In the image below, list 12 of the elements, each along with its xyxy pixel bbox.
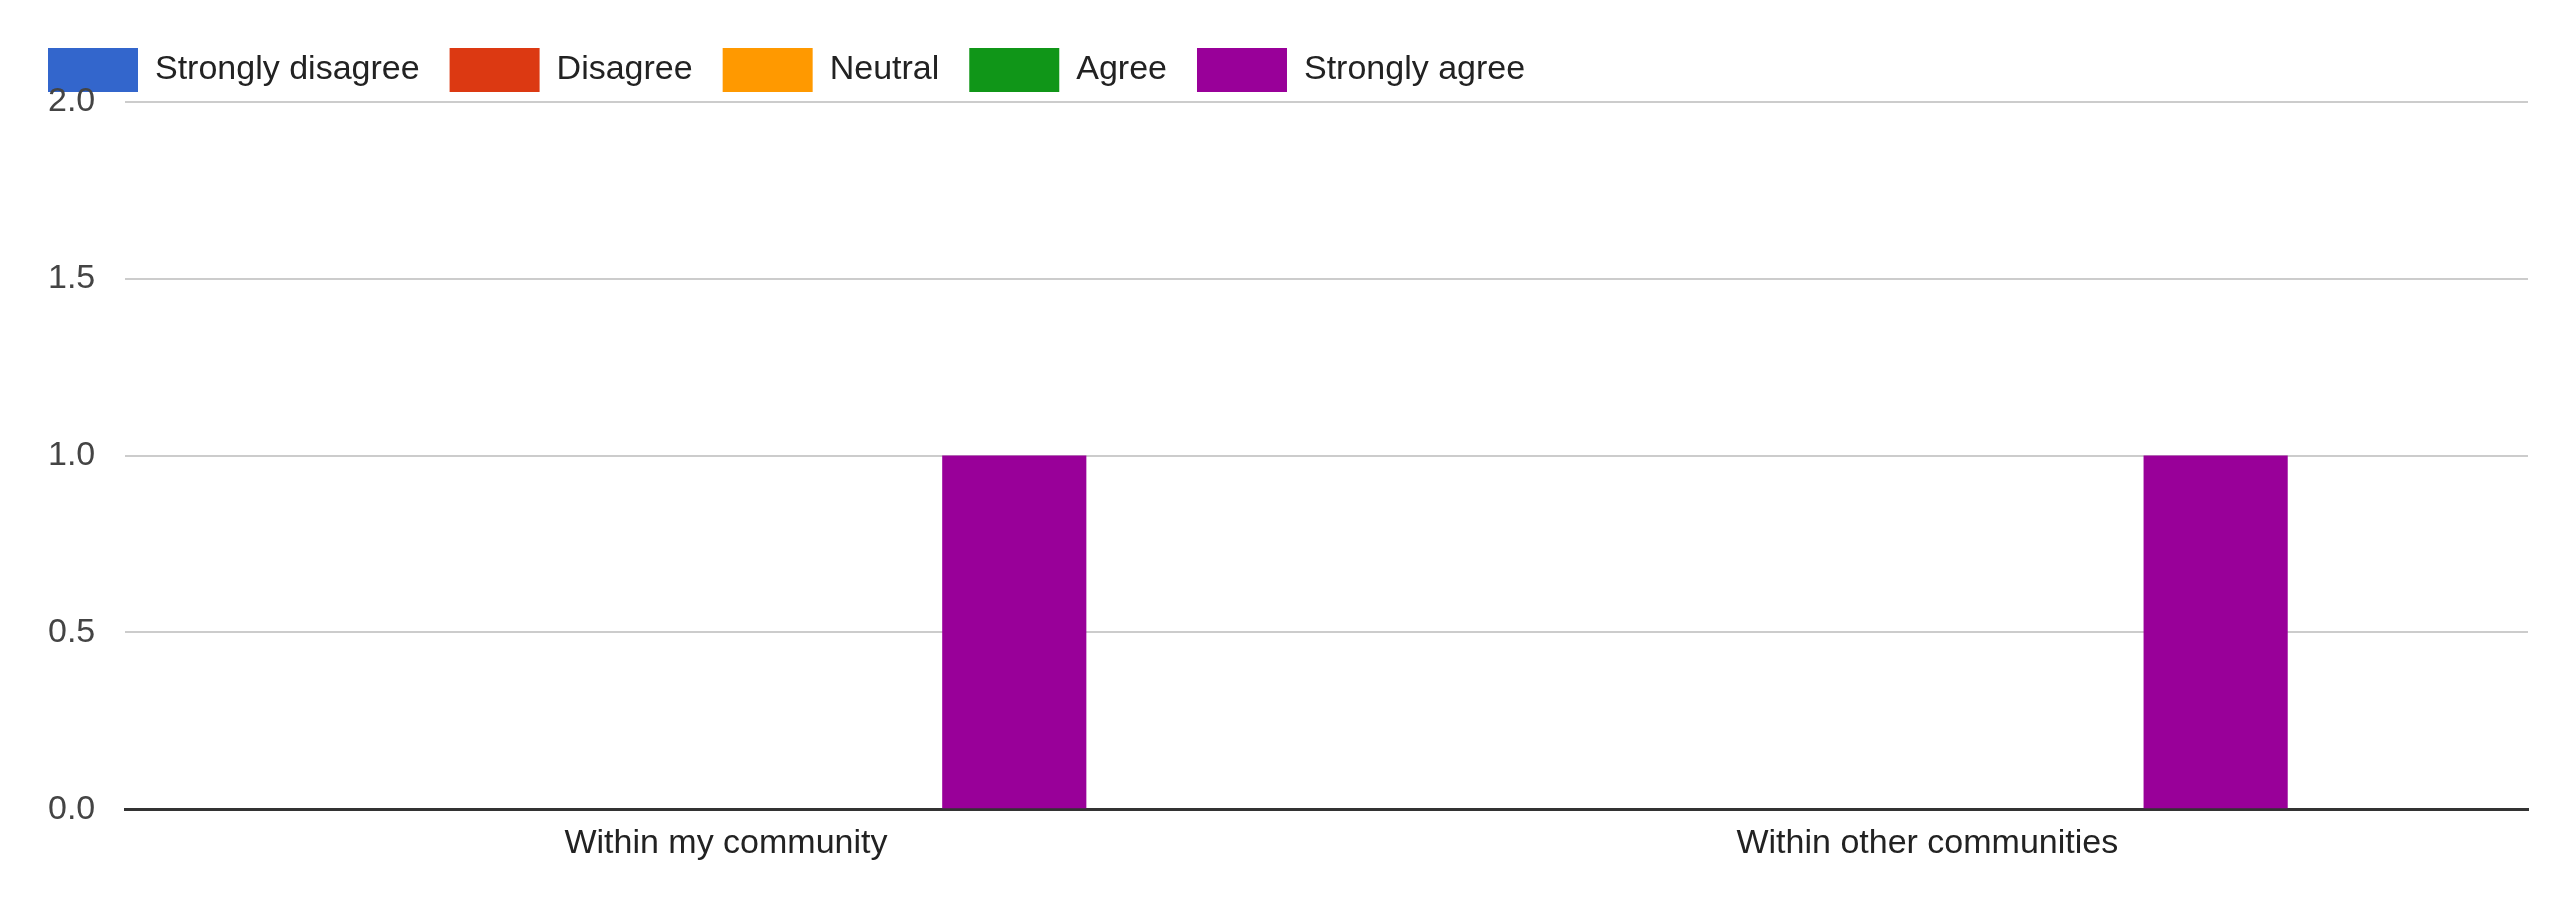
- x-tick-label: Within my community: [564, 821, 888, 860]
- legend-label: Strongly agree: [1303, 48, 1526, 87]
- legend-label: Disagree: [556, 48, 693, 87]
- x-tick-label: Within other communities: [1736, 821, 2119, 860]
- y-tick-label: 0.0: [48, 787, 96, 826]
- y-tick-label: 1.0: [48, 433, 96, 472]
- y-tick-label: 1.5: [48, 257, 96, 296]
- y-tick-label: 0.5: [48, 610, 96, 649]
- legend-label: Strongly disagree: [155, 48, 420, 87]
- legend-label: Agree: [1076, 48, 1167, 87]
- y-tick-label: 2.0: [48, 80, 96, 119]
- legend-label: Neutral: [829, 48, 940, 87]
